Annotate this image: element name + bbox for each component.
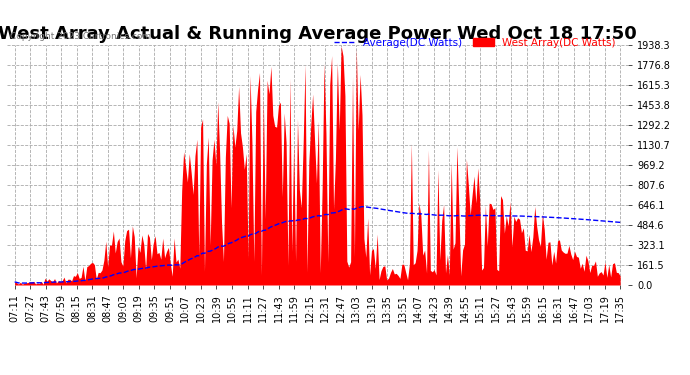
Title: West Array Actual & Running Average Power Wed Oct 18 17:50: West Array Actual & Running Average Powe… — [0, 26, 637, 44]
Text: Copyright 2023 Cartronics.com: Copyright 2023 Cartronics.com — [10, 32, 152, 41]
Legend: Average(DC Watts), West Array(DC Watts): Average(DC Watts), West Array(DC Watts) — [330, 33, 620, 52]
